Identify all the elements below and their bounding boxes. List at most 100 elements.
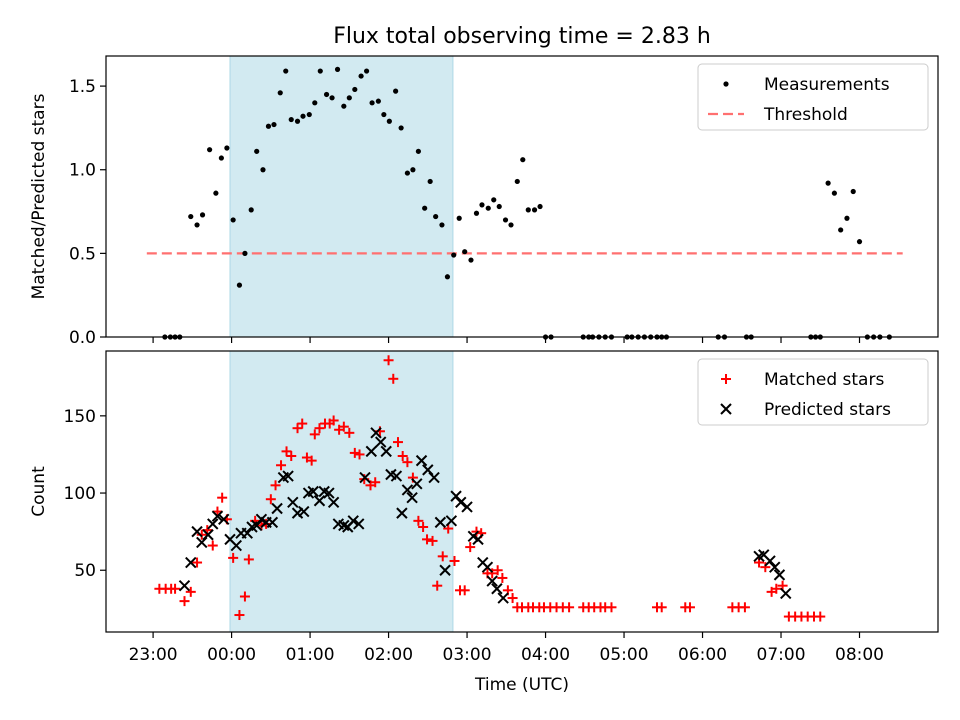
predicted-star-marker-b xyxy=(390,470,403,482)
predicted-star-point xyxy=(282,470,294,482)
x-tick-label: 03:00 xyxy=(443,645,492,665)
predicted-star-marker-b xyxy=(481,561,494,573)
matched-star-point xyxy=(760,562,771,573)
matched-star-point xyxy=(328,415,339,426)
predicted-star-point xyxy=(439,564,451,576)
measurement-point xyxy=(317,68,323,74)
predicted-star-point xyxy=(347,515,359,527)
predicted-star-point xyxy=(196,536,208,549)
matched-star-point xyxy=(281,446,292,457)
matched-star-point xyxy=(314,423,325,434)
predicted-star-marker-b xyxy=(385,468,397,481)
matched-star-point xyxy=(507,593,518,604)
predicted-star-marker-b xyxy=(445,515,458,527)
measurement-point xyxy=(508,222,514,228)
matched-star-point xyxy=(217,492,228,503)
predicted-star-point xyxy=(445,515,458,527)
matched-star-point xyxy=(239,591,250,602)
predicted-star-point xyxy=(486,575,498,587)
x-tick-label: 08:00 xyxy=(835,645,884,665)
matched-star-point xyxy=(815,611,826,622)
predicted-star-point xyxy=(472,533,484,546)
matched-star-point xyxy=(564,602,575,613)
predicted-star-marker-b xyxy=(353,518,365,530)
measurement-point xyxy=(496,203,502,210)
predicted-star-marker-b xyxy=(224,533,236,546)
predicted-star-point xyxy=(250,519,263,532)
predicted-star-point xyxy=(241,527,253,539)
measurement-point xyxy=(300,113,306,119)
panel-counts: 50 100 150 23:00 00:00 01:00 02:00 03:00 04:00 05… xyxy=(29,350,939,695)
measurement-point xyxy=(473,210,480,216)
matched-star-point xyxy=(432,580,443,591)
predicted-star-point xyxy=(764,555,776,567)
measurement-point xyxy=(236,282,243,288)
matched-star-point xyxy=(437,551,448,562)
measurement-point xyxy=(485,205,491,211)
measurement-point xyxy=(323,91,330,98)
predicted-star-marker-b xyxy=(323,487,335,499)
axes-frame xyxy=(105,350,939,633)
measurement-point xyxy=(422,205,428,211)
panel-ratio: 0.0 0.5 1.0 1.5 Matched/Predicted stars Measu… xyxy=(29,55,939,348)
predicted-star-point xyxy=(370,427,382,439)
predicted-star-point xyxy=(230,539,243,552)
predicted-star-marker-b xyxy=(422,464,434,476)
predicted-star-marker-b xyxy=(455,496,467,509)
predicted-star-marker-b xyxy=(375,436,387,448)
legend-label: Matched stars xyxy=(764,370,884,390)
y-tick-label: 150 xyxy=(64,407,96,427)
matched-star-point xyxy=(286,450,297,461)
predicted-star-marker-b xyxy=(211,510,224,522)
y-axis-label: Matched/Predicted stars xyxy=(29,93,49,299)
predicted-star-marker-b xyxy=(415,454,428,467)
predicted-star-point xyxy=(178,579,191,592)
predicted-star-point xyxy=(411,478,423,490)
predicted-star-point xyxy=(450,490,462,502)
legend-measurement-marker xyxy=(723,81,729,87)
matched-star-point xyxy=(276,460,287,471)
x-tick-label: 07:00 xyxy=(757,645,806,665)
y-tick-label: 1.5 xyxy=(69,77,96,97)
matched-star-point xyxy=(459,585,470,596)
predicted-star-marker-b xyxy=(185,556,197,569)
predicted-star-point xyxy=(769,561,781,573)
measurement-point xyxy=(352,86,358,93)
predicted-star-point xyxy=(287,496,299,509)
matched-star-point xyxy=(234,610,245,621)
measurement-point xyxy=(194,222,200,228)
predicted-star-point xyxy=(461,501,473,513)
predicted-star-marker-b xyxy=(401,484,414,496)
measurement-point xyxy=(224,145,230,151)
measurement-point xyxy=(451,252,457,258)
predicted-star-point xyxy=(491,583,503,595)
matched-star-point xyxy=(383,355,394,366)
matched-star-point xyxy=(471,526,482,537)
measurement-point xyxy=(188,213,194,220)
predicted-star-point xyxy=(298,505,310,518)
measurement-point xyxy=(502,217,509,223)
predicted-star-marker-b xyxy=(287,496,299,509)
predicted-star-point xyxy=(353,518,365,530)
figure-title: Flux total observing time = 2.83 h xyxy=(333,24,711,49)
predicted-star-point xyxy=(191,525,203,538)
predicted-star-marker-b xyxy=(450,490,462,502)
measurement-point xyxy=(393,88,399,94)
predicted-star-marker-b xyxy=(780,587,792,600)
predicted-star-point xyxy=(307,485,319,498)
matched-star-point xyxy=(228,552,239,563)
matched-star-point xyxy=(465,542,476,553)
matched-star-point xyxy=(297,418,308,429)
measurement-point xyxy=(520,157,526,163)
matched-star-point xyxy=(656,602,667,613)
predicted-star-marker-b xyxy=(178,579,191,592)
measurement-point xyxy=(242,250,248,256)
predicted-star-point xyxy=(218,513,230,525)
measurement-point xyxy=(825,180,831,186)
measurement-point xyxy=(404,170,411,176)
predicted-star-point xyxy=(390,470,403,482)
matched-star-point xyxy=(192,557,203,568)
matched-star-point xyxy=(349,447,360,458)
matched-star-point xyxy=(418,522,429,533)
predicted-star-marker-b xyxy=(439,564,451,576)
